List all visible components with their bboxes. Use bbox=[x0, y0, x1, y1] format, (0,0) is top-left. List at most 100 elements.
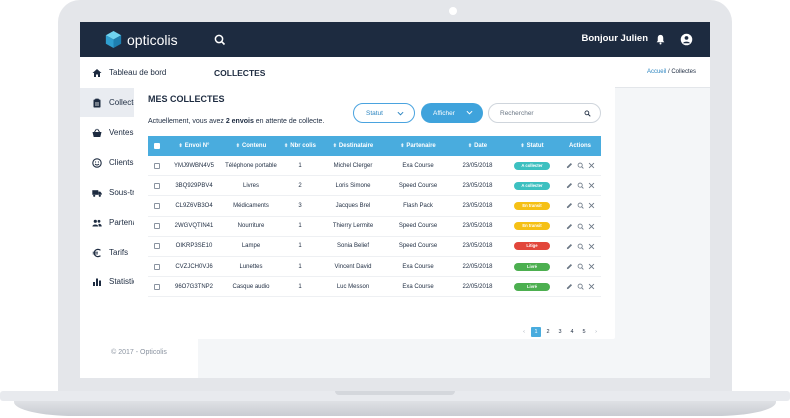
next-page-button[interactable]: › bbox=[595, 329, 597, 335]
edit-pencil-icon[interactable] bbox=[566, 182, 573, 189]
clipboard-icon bbox=[92, 98, 102, 108]
breadcrumb-current: Collectes bbox=[671, 69, 696, 75]
bell-icon[interactable] bbox=[655, 34, 666, 45]
row-checkbox[interactable] bbox=[154, 283, 160, 290]
page-button[interactable]: 5 bbox=[582, 329, 586, 335]
cell-partenaire: Speed Course bbox=[398, 182, 438, 189]
chevron-down-icon bbox=[466, 110, 473, 115]
view-magnifier-icon[interactable] bbox=[577, 283, 584, 290]
delete-cross-icon[interactable] bbox=[588, 223, 595, 230]
cell-nbr-colis: 3 bbox=[298, 202, 302, 209]
row-checkbox[interactable] bbox=[154, 162, 160, 169]
prev-page-button[interactable]: ‹ bbox=[523, 329, 525, 335]
view-magnifier-icon[interactable] bbox=[577, 223, 584, 230]
row-checkbox[interactable] bbox=[154, 243, 160, 250]
sort-icon: ⬍ bbox=[284, 143, 289, 149]
select-all-checkbox[interactable] bbox=[154, 143, 160, 149]
cell-partenaire: Speed Course bbox=[398, 223, 438, 230]
copyright: © 2017 - Opticolis bbox=[111, 349, 167, 356]
search-icon[interactable] bbox=[213, 33, 227, 47]
laptop-base bbox=[0, 391, 790, 418]
cell-date: 23/05/2018 bbox=[462, 162, 493, 169]
header-contenu[interactable]: ⬍ Contenu bbox=[235, 143, 267, 149]
page-button[interactable]: 2 bbox=[546, 329, 550, 335]
sort-icon: ⬍ bbox=[400, 143, 405, 149]
page-button[interactable]: 1 bbox=[531, 327, 541, 337]
pending-summary: Actuellement, vous avez 2 envois en atte… bbox=[148, 118, 324, 125]
user-account-icon[interactable] bbox=[680, 33, 693, 46]
table-row: OIKRP3SE10 Lampe 1 Sonia Belief Speed Course… bbox=[148, 237, 601, 257]
cell-contenu: Téléphone portable bbox=[225, 162, 277, 169]
status-badge: Livré bbox=[514, 282, 550, 291]
edit-pencil-icon[interactable] bbox=[566, 243, 573, 250]
breadcrumb-home-link[interactable]: Accueil bbox=[646, 69, 667, 75]
delete-cross-icon[interactable] bbox=[588, 182, 595, 189]
camera-dot bbox=[449, 7, 457, 15]
header-partenaire[interactable]: ⬍ Partenaire bbox=[400, 143, 436, 149]
search-icon[interactable] bbox=[584, 110, 591, 117]
header-destinataire[interactable]: ⬍ Destinataire bbox=[332, 143, 374, 149]
smiley-icon bbox=[92, 157, 102, 168]
delete-cross-icon[interactable] bbox=[588, 243, 595, 250]
search-input[interactable]: Rechercher bbox=[488, 103, 601, 123]
delete-cross-icon[interactable] bbox=[588, 162, 595, 169]
cell-nbr-colis: 1 bbox=[298, 263, 302, 270]
sort-icon: ⬍ bbox=[467, 143, 473, 149]
statut-filter-button[interactable]: Statut bbox=[353, 103, 415, 123]
row-checkbox[interactable] bbox=[154, 202, 160, 209]
header-date[interactable]: ⬍ Date bbox=[467, 143, 488, 149]
edit-pencil-icon[interactable] bbox=[566, 223, 573, 230]
header-statut[interactable]: ⬍ Statut bbox=[520, 143, 544, 149]
header-envoi[interactable]: ⬍ Envoi N° bbox=[178, 143, 210, 149]
sidebar-item-label: Clients bbox=[109, 158, 134, 167]
status-badge: En transit bbox=[514, 201, 550, 210]
sort-icon: ⬍ bbox=[520, 143, 525, 149]
view-magnifier-icon[interactable] bbox=[577, 263, 584, 270]
row-checkbox[interactable] bbox=[154, 182, 160, 189]
view-magnifier-icon[interactable] bbox=[577, 162, 584, 169]
edit-pencil-icon[interactable] bbox=[566, 162, 573, 169]
summary-prefix: Actuellement, vous avez bbox=[148, 118, 226, 125]
afficher-button[interactable]: Afficher bbox=[421, 103, 483, 123]
edit-pencil-icon[interactable] bbox=[566, 263, 573, 270]
sidebar-item-tableau-de-bord[interactable]: Tableau de bord bbox=[80, 58, 198, 87]
page-button[interactable]: 4 bbox=[570, 329, 574, 335]
cell-nbr-colis: 1 bbox=[298, 162, 302, 169]
sidebar-item-ventes[interactable]: Ventes bbox=[80, 118, 198, 147]
cell-contenu: Lunettes bbox=[239, 263, 263, 270]
delete-cross-icon[interactable] bbox=[588, 202, 595, 209]
user-greeting: Bonjour Julien bbox=[581, 33, 649, 44]
cell-destinataire: Vincent David bbox=[334, 263, 372, 270]
cell-envoi: CVZJCH0VJ6 bbox=[175, 263, 213, 270]
view-magnifier-icon[interactable] bbox=[577, 202, 584, 210]
delete-cross-icon[interactable] bbox=[588, 283, 595, 290]
status-badge: Litige bbox=[514, 242, 550, 251]
cell-contenu: Médicaments bbox=[233, 202, 269, 209]
row-checkbox[interactable] bbox=[154, 263, 160, 270]
cell-date: 23/05/2018 bbox=[462, 202, 493, 209]
status-badge: En transit bbox=[514, 222, 550, 231]
cell-contenu: Casque audio bbox=[232, 283, 270, 290]
bar-chart-icon bbox=[92, 277, 102, 287]
cell-envoi: 3BQ929PBV4 bbox=[175, 182, 213, 189]
brand-logo[interactable]: opticolis bbox=[105, 30, 178, 49]
cell-destinataire: Loris Simone bbox=[335, 182, 371, 189]
delete-cross-icon[interactable] bbox=[588, 263, 595, 270]
sidebar-item-statistiques[interactable]: Statistiques bbox=[80, 267, 198, 296]
edit-pencil-icon[interactable] bbox=[566, 283, 573, 290]
view-magnifier-icon[interactable] bbox=[577, 243, 584, 250]
page-button[interactable]: 3 bbox=[558, 329, 562, 335]
table-row: YMJ9WBN4V5 Téléphone portable 1 Michel Cler… bbox=[148, 156, 601, 177]
sidebar-item-label: Ventes bbox=[109, 128, 134, 137]
view-magnifier-icon[interactable] bbox=[577, 182, 584, 189]
sort-icon: ⬍ bbox=[178, 143, 183, 149]
edit-pencil-icon[interactable] bbox=[566, 202, 573, 209]
statut-label: Statut bbox=[366, 109, 383, 117]
cell-partenaire: Flash Pack bbox=[403, 202, 433, 209]
header-nbr-colis[interactable]: ⬍ Nbr colis bbox=[284, 143, 316, 149]
cell-contenu: Nourriture bbox=[237, 223, 265, 230]
row-checkbox[interactable] bbox=[154, 223, 160, 230]
status-badge: A collecter bbox=[514, 161, 550, 170]
sidebar-item-label: Tarifs bbox=[109, 248, 129, 257]
cell-nbr-colis: 2 bbox=[298, 182, 302, 189]
